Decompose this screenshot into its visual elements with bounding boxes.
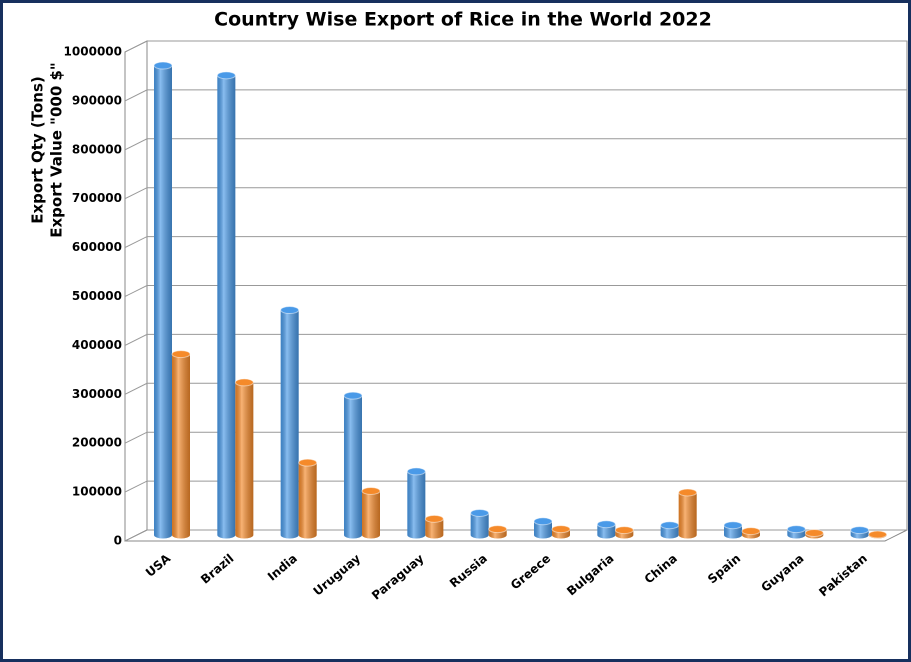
- bar-top: [470, 508, 490, 517]
- bar-top: [488, 525, 508, 534]
- bar-top: [723, 521, 743, 530]
- y-tick-label: 400000: [72, 338, 122, 352]
- bar-top: [171, 350, 191, 359]
- bar-top: [343, 391, 363, 400]
- y-axis-label: Export Value "000 $": [48, 62, 66, 237]
- grid-line: [124, 138, 907, 151]
- bar-top: [804, 529, 824, 538]
- bar-top: [678, 488, 698, 497]
- bar-top: [424, 514, 444, 523]
- bar-shade: [298, 462, 317, 539]
- bar-shade: [172, 354, 190, 539]
- bar-top: [406, 467, 426, 476]
- grid-line: [124, 333, 907, 346]
- bar-shade: [425, 518, 444, 539]
- y-tick-label: 100000: [72, 485, 122, 499]
- bar-top: [533, 517, 553, 526]
- bar-shade: [344, 395, 362, 539]
- y-tick-label: 500000: [72, 289, 122, 303]
- bar-top: [660, 521, 680, 530]
- bar-top: [741, 527, 761, 536]
- bar-top: [596, 520, 616, 529]
- bar-shade: [154, 65, 172, 539]
- grid-line: [124, 89, 907, 102]
- bar-top: [786, 525, 806, 534]
- grid-line: [124, 431, 907, 444]
- grid-line: [124, 285, 907, 297]
- bar-top: [868, 530, 888, 539]
- grid-line: [124, 382, 907, 395]
- bar-shade: [470, 512, 489, 539]
- y-tick-label: 700000: [72, 191, 122, 205]
- bar-shade: [407, 471, 426, 539]
- bar-top: [280, 306, 300, 315]
- y-tick-label: 200000: [72, 436, 122, 450]
- grid-line: [124, 529, 907, 542]
- y-tick-label: 300000: [72, 387, 122, 401]
- y-tick-label: 0: [114, 534, 122, 548]
- bar-shade: [597, 524, 616, 539]
- bar-top: [850, 526, 870, 535]
- bar-top: [216, 71, 236, 80]
- chart-title: Country Wise Export of Rice in the World…: [214, 9, 712, 31]
- y-tick-label: 900000: [72, 93, 122, 107]
- grid-line: [124, 480, 907, 493]
- bar-shade: [280, 310, 299, 539]
- bar-top: [614, 526, 634, 535]
- y-tick-label: 600000: [72, 240, 122, 254]
- grid-line: [124, 187, 907, 200]
- bar-shade: [217, 75, 236, 539]
- y-axis-label: Export Qty (Tons): [29, 76, 47, 224]
- bar-shade: [362, 490, 380, 539]
- bar-shade: [235, 382, 254, 539]
- bar-top: [234, 378, 254, 387]
- bar-shade: [678, 492, 697, 539]
- y-tick-label: 800000: [72, 142, 122, 156]
- y-tick-label: 1000000: [64, 45, 122, 59]
- grid-line: [124, 236, 907, 249]
- bar-top: [298, 458, 318, 467]
- bar-shade: [534, 521, 552, 539]
- bar-top: [361, 486, 381, 495]
- grid-line: [124, 40, 907, 53]
- bar-top: [551, 525, 571, 534]
- bar-top: [153, 61, 173, 70]
